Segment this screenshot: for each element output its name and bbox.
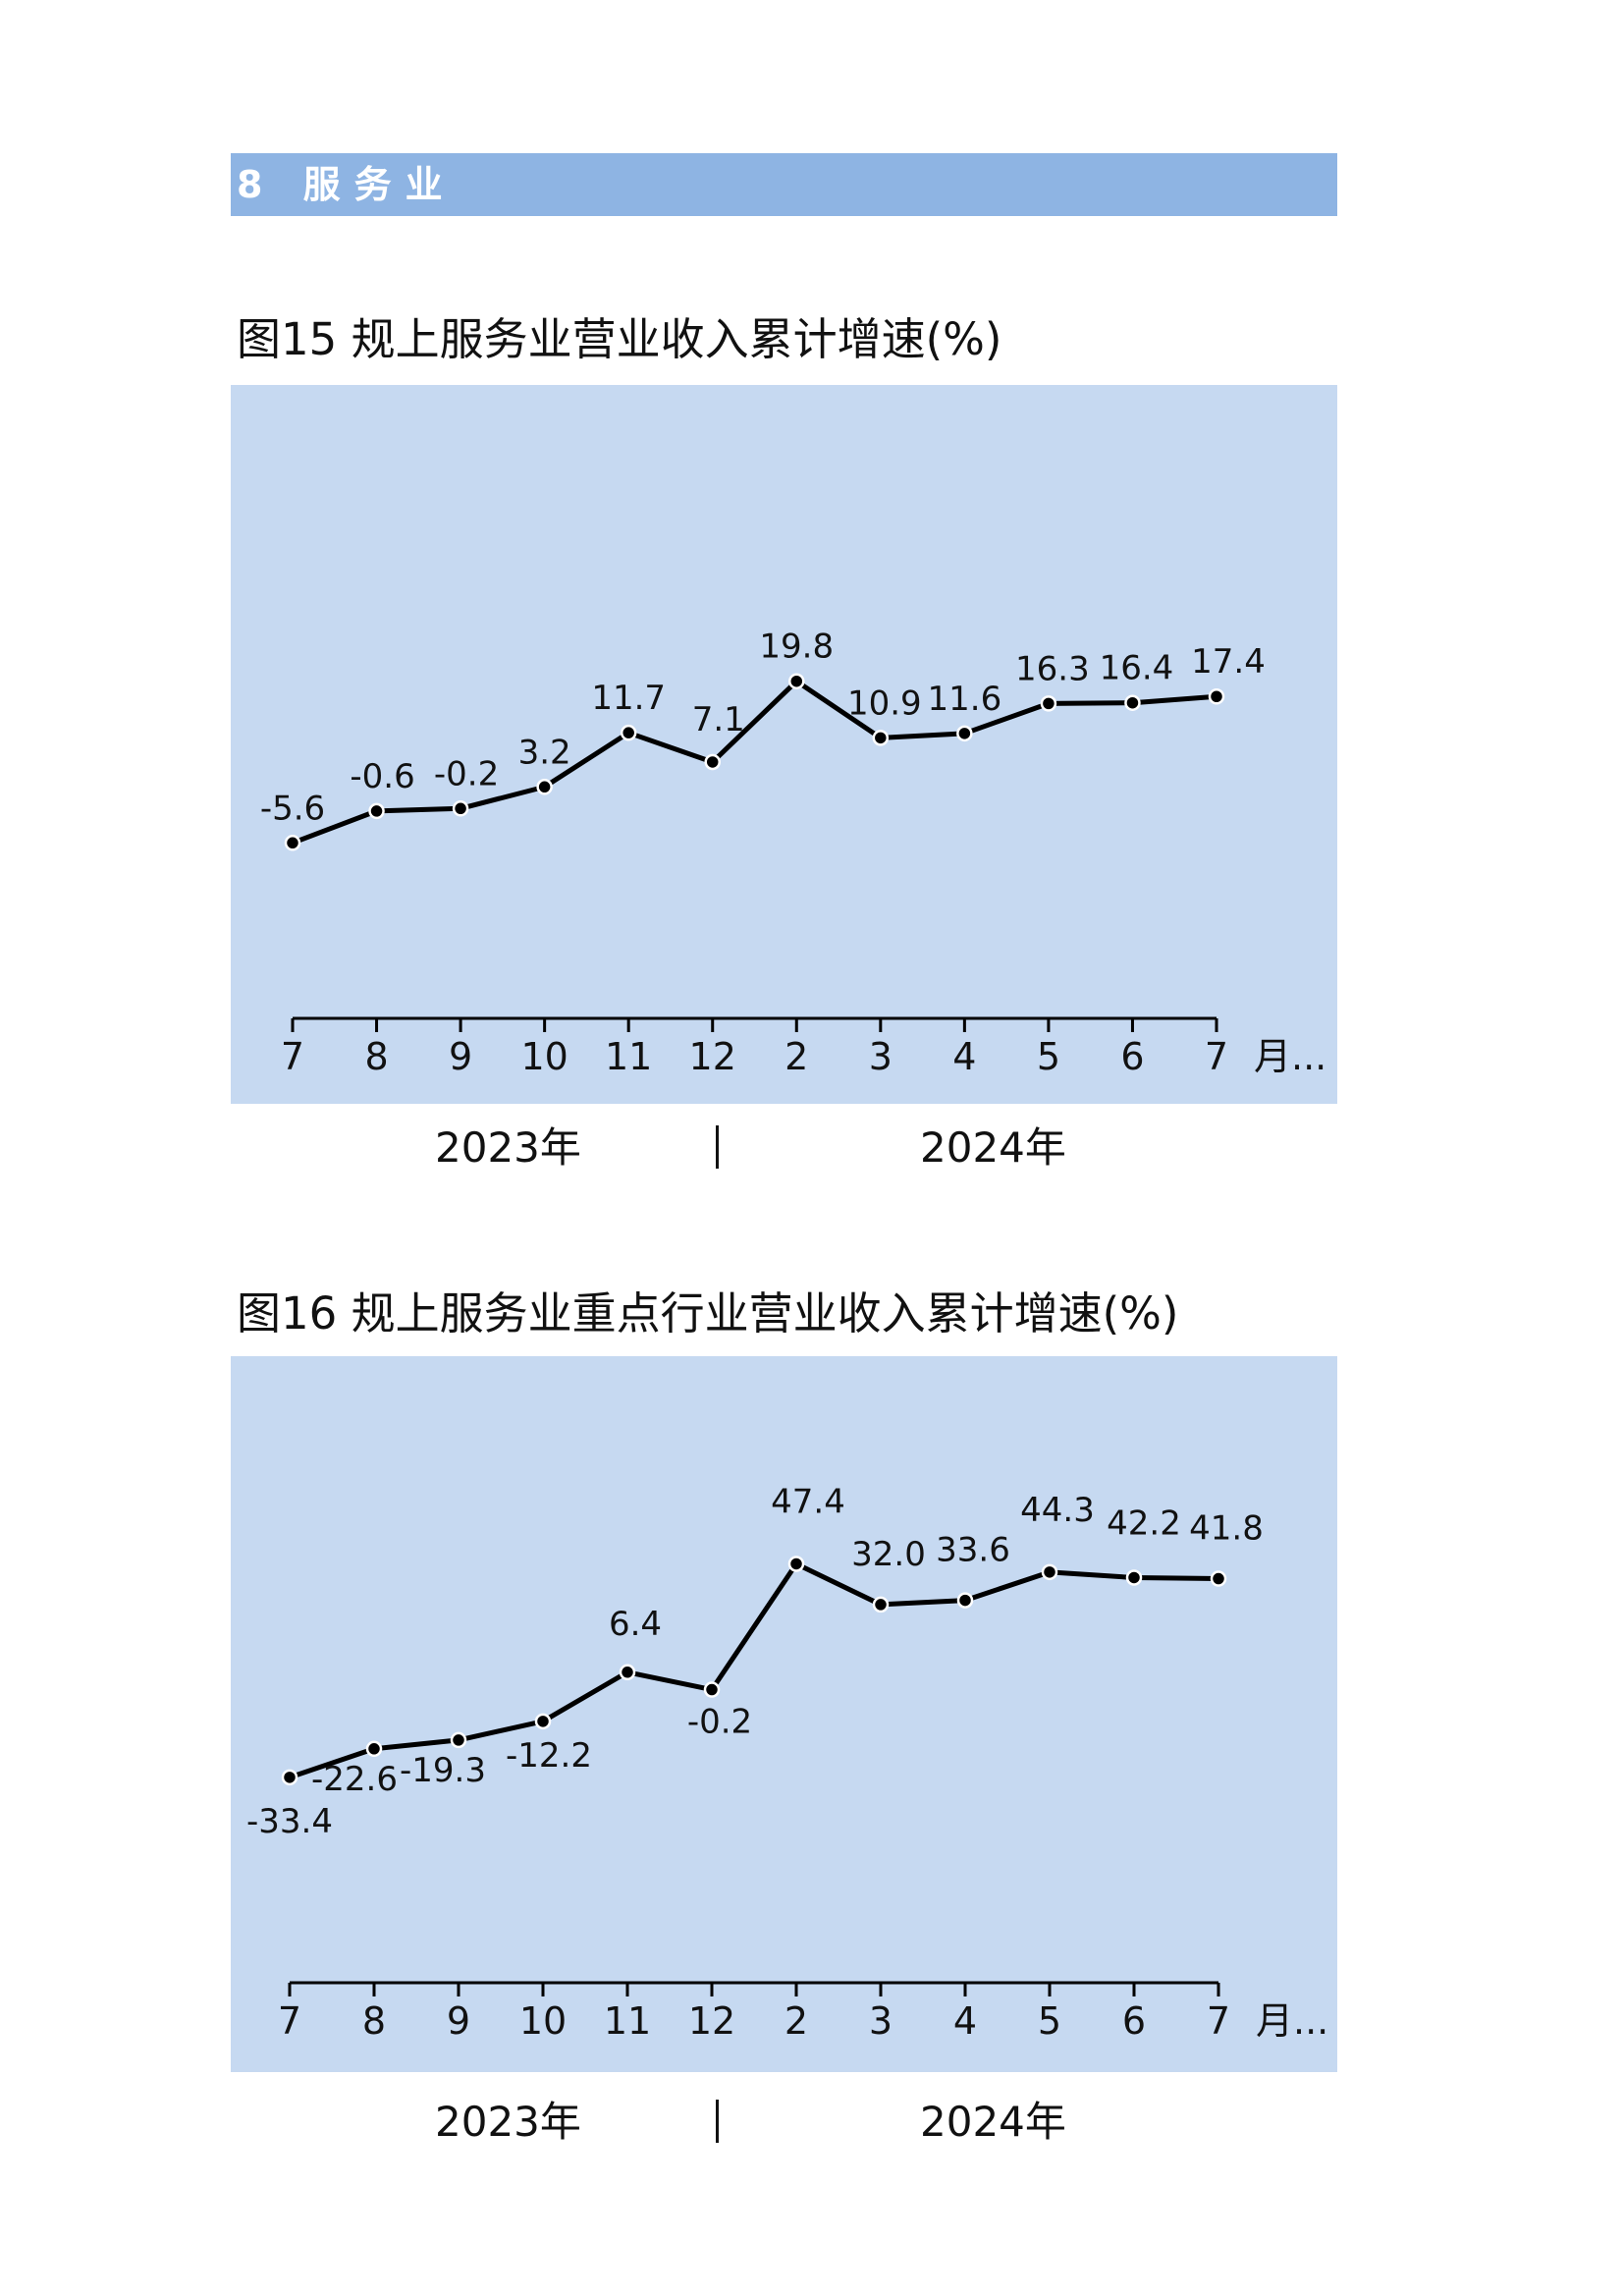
- data-point-0-1: [370, 804, 384, 818]
- data-label-0-8: 11.6: [928, 680, 1002, 719]
- x-tick-label-1-2: 9: [447, 1999, 470, 2043]
- data-label-1-3: -12.2: [506, 1736, 592, 1776]
- x-tick-label-1-8: 4: [953, 1999, 977, 2043]
- x-tick-label-1-3: 10: [519, 1999, 567, 2043]
- data-point-1-3: [536, 1715, 550, 1728]
- data-label-0-6: 19.8: [759, 628, 834, 667]
- data-label-0-9: 16.3: [1015, 649, 1090, 688]
- x-tick-label-1-10: 6: [1122, 1999, 1146, 2043]
- data-point-1-9: [1043, 1565, 1056, 1579]
- data-label-1-4: 6.4: [609, 1605, 662, 1644]
- data-point-1-4: [621, 1666, 634, 1679]
- data-label-0-10: 16.4: [1100, 649, 1174, 688]
- data-point-0-5: [706, 755, 720, 769]
- x-tick-label-0-2: 9: [449, 1035, 472, 1078]
- data-point-1-2: [452, 1733, 465, 1747]
- data-point-0-7: [874, 731, 888, 744]
- data-label-1-2: -19.3: [400, 1751, 486, 1790]
- x-tick-label-0-6: 2: [784, 1035, 808, 1078]
- data-label-1-6: 47.4: [771, 1482, 845, 1521]
- data-point-1-0: [283, 1771, 297, 1784]
- x-tick-label-1-9: 5: [1038, 1999, 1061, 2043]
- data-point-0-4: [622, 726, 635, 739]
- x-tick-label-1-4: 11: [604, 1999, 651, 2043]
- data-label-1-0: -33.4: [246, 1802, 333, 1841]
- data-label-1-9: 44.3: [1020, 1491, 1095, 1530]
- x-tick-label-0-10: 6: [1120, 1035, 1144, 1078]
- x-tick-label-0-0: 7: [281, 1035, 304, 1078]
- data-point-0-3: [538, 780, 552, 793]
- x-tick-label-0-9: 5: [1037, 1035, 1060, 1078]
- data-point-0-8: [957, 727, 971, 740]
- data-label-0-3: 3.2: [518, 733, 571, 772]
- data-point-1-10: [1127, 1570, 1141, 1584]
- x-tick-label-1-7: 3: [869, 1999, 893, 2043]
- x-tick-label-0-7: 3: [869, 1035, 893, 1078]
- data-point-0-0: [286, 836, 299, 849]
- data-label-1-10: 42.2: [1107, 1503, 1181, 1543]
- data-point-1-5: [705, 1683, 719, 1697]
- x-tick-label-0-1: 8: [364, 1035, 388, 1078]
- year-label-2023-fig16: 2023年: [435, 2097, 581, 2148]
- data-label-0-11: 17.4: [1191, 642, 1266, 682]
- chart-panel-1: [231, 1356, 1337, 2072]
- data-label-1-1: -22.6: [311, 1760, 398, 1799]
- data-point-1-1: [367, 1742, 381, 1756]
- data-label-1-11: 41.8: [1189, 1509, 1264, 1549]
- data-point-1-8: [958, 1594, 972, 1608]
- data-label-0-7: 10.9: [847, 683, 922, 723]
- data-point-0-6: [789, 675, 803, 688]
- data-point-0-9: [1042, 696, 1055, 710]
- x-tick-label-0-4: 11: [605, 1035, 652, 1078]
- data-point-1-7: [874, 1598, 888, 1612]
- data-point-1-11: [1212, 1572, 1225, 1586]
- x-tick-label-1-1: 8: [362, 1999, 386, 2043]
- data-label-1-8: 33.6: [936, 1531, 1010, 1570]
- x-tick-label-0-5: 12: [689, 1035, 736, 1078]
- data-label-0-0: -5.6: [260, 789, 325, 828]
- data-point-0-2: [454, 801, 467, 815]
- year-label-2024-fig16: 2024年: [920, 2097, 1066, 2148]
- data-label-0-2: -0.2: [434, 754, 499, 793]
- x-unit-label-0: 月...: [1254, 1035, 1326, 1078]
- x-tick-label-1-6: 2: [784, 1999, 808, 2043]
- year-separator-fig15: [716, 1125, 719, 1169]
- data-label-0-5: 7.1: [692, 700, 745, 739]
- data-point-0-10: [1125, 696, 1139, 710]
- x-tick-label-1-11: 7: [1207, 1999, 1230, 2043]
- data-label-0-1: -0.6: [350, 757, 414, 796]
- x-tick-label-1-0: 7: [278, 1999, 301, 2043]
- x-unit-label-1: 月...: [1256, 1999, 1328, 2043]
- data-point-1-6: [789, 1557, 803, 1570]
- x-tick-label-0-3: 10: [520, 1035, 568, 1078]
- data-label-1-5: -0.2: [687, 1703, 752, 1742]
- data-point-0-11: [1210, 689, 1223, 703]
- data-label-0-4: 11.7: [591, 679, 666, 718]
- chart-panel-0: [231, 385, 1337, 1104]
- x-tick-label-1-5: 12: [688, 1999, 735, 2043]
- year-separator-fig16: [716, 2100, 719, 2143]
- year-label-2024-fig15: 2024年: [920, 1122, 1066, 1174]
- x-tick-label-0-8: 4: [952, 1035, 976, 1078]
- data-label-1-7: 32.0: [851, 1535, 926, 1574]
- year-label-2023-fig15: 2023年: [435, 1122, 581, 1174]
- x-tick-label-0-11: 7: [1205, 1035, 1228, 1078]
